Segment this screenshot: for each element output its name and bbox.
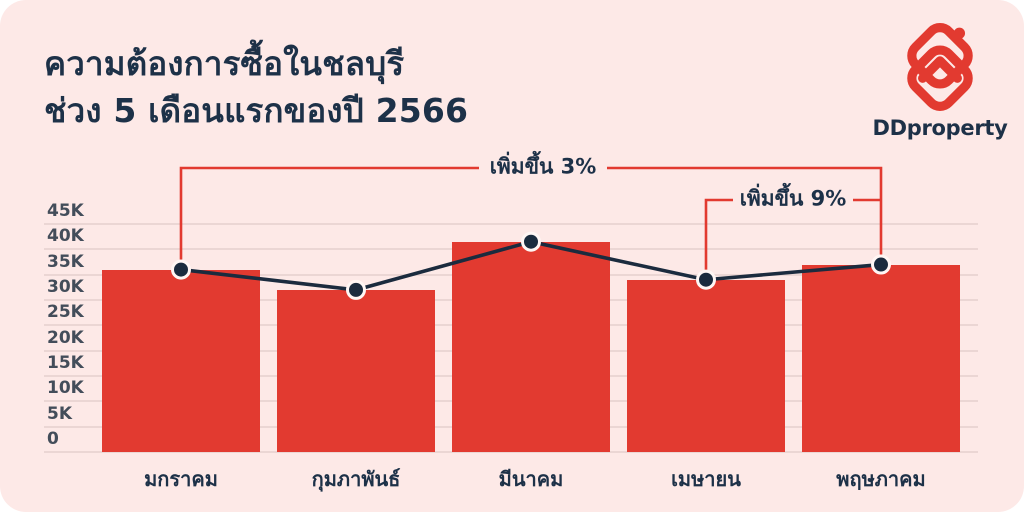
ddproperty-logo: DDproperty bbox=[872, 20, 1008, 140]
x-axis-label-พฤษภาคม: พฤษภาคม bbox=[836, 467, 926, 491]
y-axis-tick-label: 25K bbox=[47, 302, 84, 323]
bar-พฤษภาคม bbox=[802, 264, 960, 452]
x-axis-label-กุมภาพันธ์: กุมภาพันธ์ bbox=[311, 467, 401, 491]
y-axis-tick-label: 0 bbox=[47, 429, 59, 449]
gridline-0 bbox=[44, 451, 978, 453]
chart-title: ความต้องการซื้อในชลบุรี ช่วง 5 เดือนแรกข… bbox=[44, 40, 468, 134]
y-axis-tick-label: 40K bbox=[47, 226, 84, 247]
y-axis-tick-label: 10K bbox=[47, 378, 84, 399]
ddproperty-house-chevrons-icon bbox=[907, 23, 973, 111]
annotation-bracket-9pct bbox=[704, 198, 881, 270]
y-axis-tick-label: 35K bbox=[47, 251, 84, 272]
bar-กุมภาพันธ์ bbox=[277, 289, 435, 452]
y-axis-tick-label: 20K bbox=[47, 327, 84, 348]
bar-เมษายน bbox=[627, 279, 785, 452]
annotation-increase-3pct: เพิ่มขึ้น 3% bbox=[489, 154, 597, 179]
chart-title-line2: ช่วง 5 เดือนแรกของปี 2566 bbox=[44, 91, 469, 130]
y-axis-tick-label: 15K bbox=[47, 353, 84, 373]
x-axis-label-มกราคม: มกราคม bbox=[144, 467, 218, 491]
y-axis-tick-label: 5K bbox=[47, 403, 73, 424]
data-point-พฤษภาคม bbox=[871, 254, 891, 275]
annotation-bracket-3pct bbox=[179, 166, 883, 260]
x-axis-label-เมษายน: เมษายน bbox=[671, 467, 741, 491]
y-axis-tick-label: 30K bbox=[47, 277, 84, 297]
data-point-มีนาคม bbox=[521, 231, 541, 252]
data-point-เมษายน bbox=[696, 269, 716, 290]
bar-มกราคม bbox=[102, 269, 260, 452]
data-point-มกราคม bbox=[171, 259, 191, 280]
chart-title-line1: ความต้องการซื้อในชลบุรี bbox=[44, 44, 405, 83]
y-axis-tick-label: 45K bbox=[47, 201, 84, 221]
annotation-increase-9pct: เพิ่มขึ้น 9% bbox=[739, 186, 847, 211]
gridline-45K bbox=[44, 223, 978, 225]
brand-name: DDproperty bbox=[872, 116, 1008, 140]
chimney-nub bbox=[953, 27, 966, 39]
bar-มีนาคม bbox=[452, 241, 610, 452]
x-axis-label-มีนาคม: มีนาคม bbox=[498, 467, 564, 491]
data-point-กุมภาพันธ์ bbox=[346, 279, 366, 300]
